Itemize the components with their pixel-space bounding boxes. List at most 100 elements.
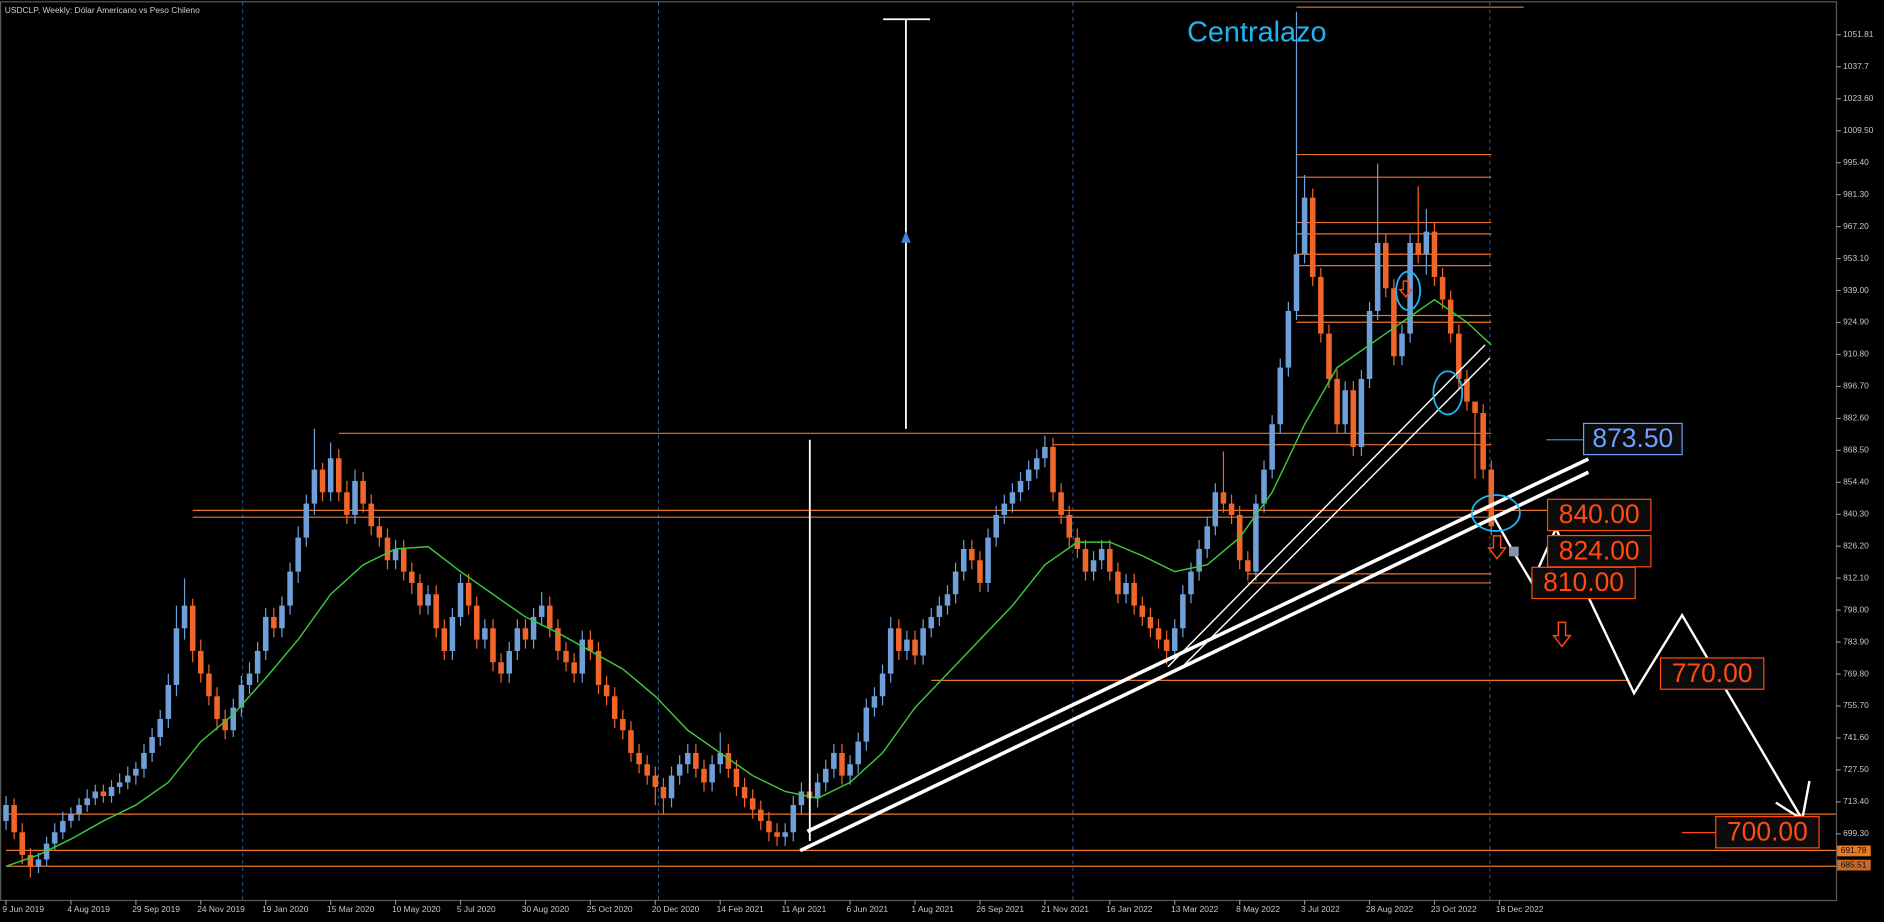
candle-body [758, 809, 764, 821]
candle-body [279, 605, 285, 629]
candle-body [254, 650, 261, 674]
candle-body [287, 571, 293, 606]
candle-body [920, 628, 926, 656]
candle-body [725, 752, 732, 769]
candle-body [879, 673, 886, 697]
marks [3, 6, 1836, 878]
candle-body [644, 764, 650, 776]
candle-body [587, 639, 594, 651]
candle-body [214, 696, 220, 719]
candle-body [400, 548, 407, 572]
candle-body [384, 537, 391, 561]
candle-body [1342, 390, 1348, 425]
candle-body [1147, 616, 1154, 629]
candle-body [327, 458, 334, 493]
candle-body [100, 791, 107, 796]
x-tick-label: 15 Mar 2020 [327, 904, 375, 914]
x-tick-label: 19 Jan 2020 [262, 904, 309, 914]
candle-body [822, 768, 829, 783]
candle-body [839, 752, 845, 776]
x-tick-label: 28 Aug 2022 [1366, 904, 1414, 914]
x-tick-label: 18 Dec 2022 [1496, 904, 1544, 914]
candle-body [19, 832, 26, 855]
candle-body [84, 798, 90, 806]
candle-body [352, 480, 358, 515]
candle-body [977, 560, 983, 583]
candle-body [1423, 231, 1430, 255]
candle-body [595, 650, 602, 685]
candle-body [1115, 571, 1121, 595]
candle-body [1261, 469, 1267, 504]
x-tick-label: 1 Aug 2021 [911, 904, 954, 914]
candle-body [782, 832, 788, 837]
candle-body [1383, 242, 1389, 289]
price-label: 770.00 [1672, 658, 1753, 688]
period-separators [242, 2, 1491, 900]
moving-average [5, 298, 1492, 867]
candle-body [774, 832, 780, 837]
price-label: 810.00 [1543, 567, 1624, 597]
candle-body [652, 775, 659, 787]
candle-body [603, 684, 610, 697]
candle-body [1334, 378, 1340, 425]
candle-body [579, 639, 586, 674]
candle-body [1090, 560, 1097, 572]
candle-body [741, 786, 748, 799]
candle-body [506, 650, 512, 674]
candle-body [693, 752, 699, 769]
candle-body [847, 764, 853, 776]
candle-body [376, 526, 383, 538]
candle-body [173, 628, 180, 685]
candle-body [303, 503, 310, 538]
x-tick-label: 20 Dec 2020 [652, 904, 700, 914]
candle-body [498, 662, 504, 674]
candle-body [936, 605, 943, 617]
candle-body [319, 469, 326, 493]
candle-body [1472, 401, 1478, 413]
candle-body [449, 616, 456, 651]
annotation: Centralazo [1187, 16, 1326, 48]
candle-body [985, 537, 991, 583]
candle-body [157, 718, 163, 738]
y-tick-label: 798.00 [1843, 604, 1869, 614]
candle-body [295, 537, 301, 572]
candle-body [1277, 367, 1284, 425]
y-tick-label: 967.20 [1843, 221, 1869, 231]
candle-body [425, 594, 431, 606]
candle-body [1163, 639, 1170, 651]
candle-body [165, 684, 172, 719]
down-arrow [1398, 280, 1414, 298]
candle-body [611, 696, 618, 719]
y-tick-label: 924.90 [1843, 317, 1869, 327]
y-tick-label: 769.80 [1843, 668, 1869, 678]
candle-body [766, 820, 772, 833]
candle-body [1171, 628, 1178, 651]
candle-body [3, 805, 9, 821]
candle-body [246, 673, 253, 685]
candle-body [1293, 254, 1300, 311]
x-tick-label: 23 Oct 2022 [1431, 904, 1477, 914]
x-tick-label: 11 Apr 2021 [782, 904, 827, 914]
candle-body [1285, 310, 1292, 368]
price-label-box [1715, 816, 1820, 849]
candle-body [944, 594, 951, 606]
candle-body [1017, 480, 1024, 493]
candle-body [181, 605, 188, 629]
candle-body [928, 616, 935, 629]
y-tick-label: 713.40 [1843, 796, 1869, 806]
x-tick-label: 3 Jul 2022 [1301, 904, 1340, 914]
candle-body [11, 805, 17, 833]
candle-body [409, 571, 415, 583]
candle-body [1439, 276, 1446, 300]
x-tick-label: 8 May 2022 [1236, 904, 1280, 914]
y-tick-label: 755.70 [1843, 700, 1869, 710]
candle-body [522, 628, 529, 640]
candle-body [887, 628, 894, 674]
candle-body [1399, 333, 1405, 357]
candle-body [92, 791, 99, 799]
candle-body [1098, 548, 1105, 561]
candle-body [1212, 492, 1219, 527]
x-tick-label: 5 Jul 2020 [457, 904, 496, 914]
